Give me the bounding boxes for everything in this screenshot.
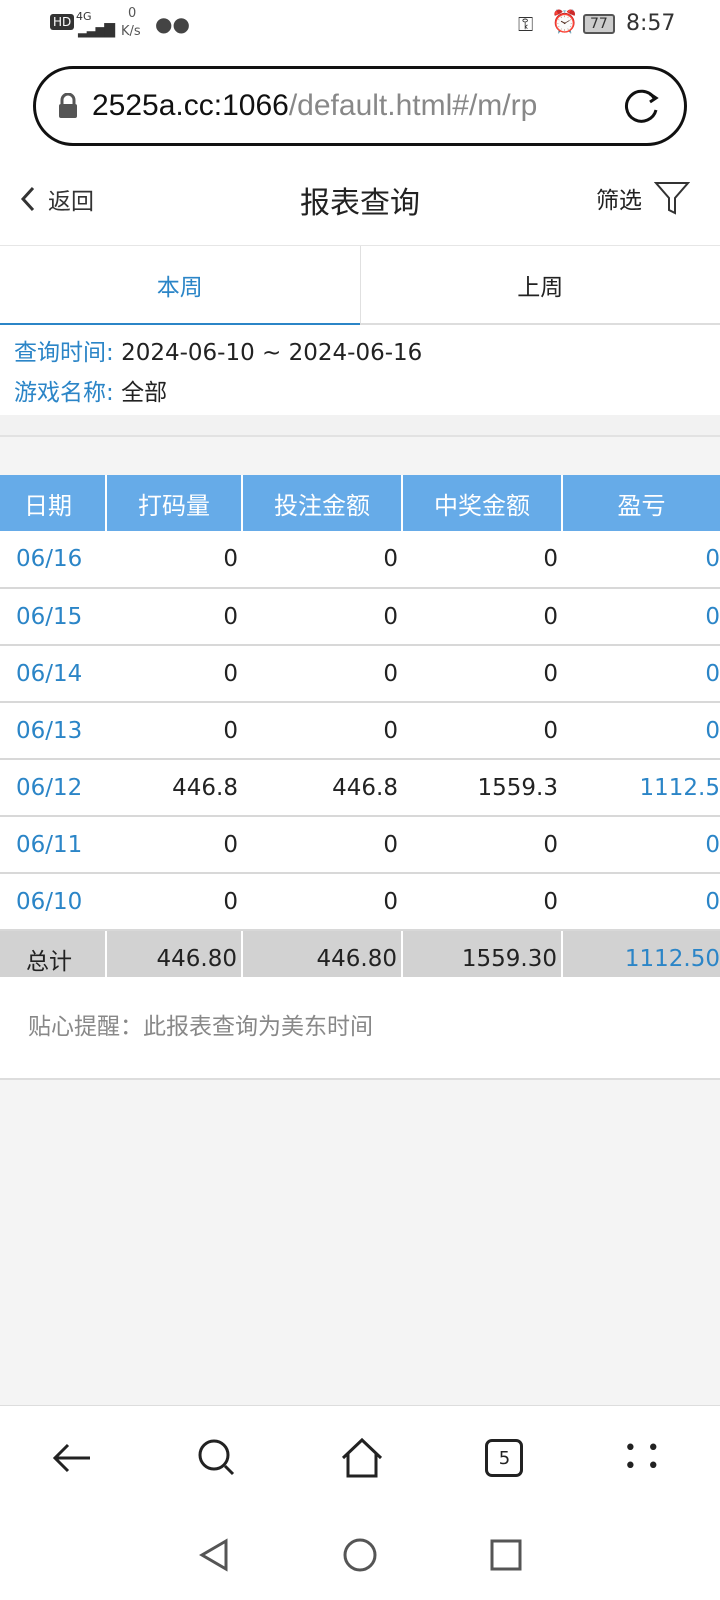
back-button[interactable]: 返回 <box>20 182 94 216</box>
status-bar: HD 4G ▂▃▅▇ 0 K/s ●● ⚿ ⏰ 77 8:57 <box>0 0 720 52</box>
table-cell: 0 <box>562 816 720 874</box>
browser-toolbar: 5 •• •• <box>0 1405 720 1510</box>
chat-icon: ●● <box>155 12 190 36</box>
url-field[interactable]: 2525a.cc:1066/default.html#/m/rp <box>33 66 687 146</box>
table-cell: 0 <box>562 873 720 931</box>
table-cell: 0 <box>562 702 720 760</box>
table-row: 06/16 0 0 0 0 <box>0 531 720 589</box>
filter-button[interactable]: 筛选 <box>596 180 690 216</box>
more-menu-icon[interactable]: •• •• <box>623 1436 670 1479</box>
table-cell: 0 <box>402 816 562 874</box>
system-nav-bar <box>0 1510 720 1600</box>
table-cell: 0 <box>402 645 562 703</box>
table-cell: 0 <box>242 702 402 760</box>
table-cell: 0 <box>402 531 562 589</box>
signal-bars-icon: ▂▃▅▇ <box>78 22 115 38</box>
filter-label: 筛选 <box>596 188 642 214</box>
query-time-label: 查询时间: <box>14 340 114 366</box>
table-cell: 0 <box>242 873 402 931</box>
game-name-label: 游戏名称: <box>14 380 114 406</box>
column-header: 盈亏 <box>561 475 720 531</box>
table-cell: 446.8 <box>242 759 402 817</box>
nav-recents-icon[interactable] <box>488 1537 524 1573</box>
alarm-icon: ⏰ <box>551 10 579 35</box>
back-label: 返回 <box>48 189 94 215</box>
date-link[interactable]: 06/13 <box>0 702 106 760</box>
page-title: 报表查询 <box>300 186 420 221</box>
table-cell: 0 <box>402 873 562 931</box>
table-cell: 1559.3 <box>402 759 562 817</box>
table-row: 06/12 446.8 446.8 1559.3 1112.5 <box>0 759 720 817</box>
date-link[interactable]: 06/14 <box>0 645 106 703</box>
table-cell: 0 <box>562 531 720 589</box>
net-speed-value: 0 <box>128 6 137 21</box>
chevron-left-icon <box>20 186 35 212</box>
nav-back-icon[interactable] <box>196 1537 232 1573</box>
query-info: 查询时间: 2024-06-10 ~ 2024-06-16 游戏名称: 全部 <box>0 325 720 415</box>
table-cell: 0 <box>106 588 242 646</box>
table-row: 06/15 0 0 0 0 <box>0 588 720 646</box>
battery-icon: 77 <box>583 14 615 34</box>
table-cell: 0 <box>106 702 242 760</box>
url-path: /default.html#/m/rp <box>288 89 538 122</box>
date-link[interactable]: 06/12 <box>0 759 106 817</box>
table-cell: 0 <box>242 531 402 589</box>
clock: 8:57 <box>626 11 676 36</box>
vpn-key-icon: ⚿ <box>518 12 534 36</box>
table-row: 06/14 0 0 0 0 <box>0 645 720 703</box>
home-icon[interactable] <box>339 1436 385 1480</box>
column-header: 打码量 <box>105 475 242 531</box>
hd-icon: HD <box>50 14 75 30</box>
page-header: 返回 报表查询 筛选 <box>0 160 720 245</box>
report-table: 日期 打码量 投注金额 中奖金额 盈亏 06/16 0 0 0 0 06/15 0 0 0 0 06/14 0… <box>0 475 720 988</box>
table-cell: 0 <box>106 645 242 703</box>
browser-address-bar: 2525a.cc:1066/default.html#/m/rp <box>0 52 720 160</box>
table-cell: 0 <box>106 531 242 589</box>
game-name-value: 全部 <box>121 380 168 406</box>
table-cell: 0 <box>242 645 402 703</box>
nav-home-icon[interactable] <box>342 1537 378 1573</box>
table-cell: 446.8 <box>106 759 242 817</box>
lock-icon <box>59 93 77 118</box>
query-time-value: 2024-06-10 ~ 2024-06-16 <box>121 340 423 366</box>
search-icon[interactable] <box>195 1436 239 1480</box>
back-arrow-icon[interactable] <box>50 1436 94 1480</box>
tab-this-week[interactable]: 本周 <box>0 246 360 325</box>
column-header: 中奖金额 <box>401 475 562 531</box>
tabs-count-button[interactable]: 5 <box>485 1439 524 1477</box>
table-cell: 0 <box>106 873 242 931</box>
date-link[interactable]: 06/11 <box>0 816 106 874</box>
table-row: 06/13 0 0 0 0 <box>0 702 720 760</box>
date-link[interactable]: 06/16 <box>0 531 106 589</box>
timezone-note: 贴心提醒：此报表查询为美东时间 <box>0 977 720 1080</box>
table-row: 06/11 0 0 0 0 <box>0 816 720 874</box>
table-cell: 0 <box>242 588 402 646</box>
week-tabs: 本周 上周 <box>0 245 720 325</box>
table-row: 06/10 0 0 0 0 <box>0 873 720 931</box>
table-cell: 0 <box>562 588 720 646</box>
net-speed-unit: K/s <box>121 24 141 39</box>
tab-last-week[interactable]: 上周 <box>359 246 720 325</box>
url-host: 2525a.cc:1066 <box>92 89 289 122</box>
date-link[interactable]: 06/15 <box>0 588 106 646</box>
column-header: 投注金额 <box>241 475 402 531</box>
table-cell: 0 <box>242 816 402 874</box>
table-cell: 0 <box>562 645 720 703</box>
table-cell: 0 <box>402 588 562 646</box>
reload-icon[interactable] <box>622 86 662 126</box>
divider <box>0 415 720 437</box>
table-cell: 1112.5 <box>562 759 720 817</box>
date-link[interactable]: 06/10 <box>0 873 106 931</box>
filter-icon <box>654 182 690 215</box>
table-cell: 0 <box>402 702 562 760</box>
signal-icon: 4G <box>76 10 92 23</box>
table-cell: 0 <box>106 816 242 874</box>
column-header: 日期 <box>0 475 106 531</box>
